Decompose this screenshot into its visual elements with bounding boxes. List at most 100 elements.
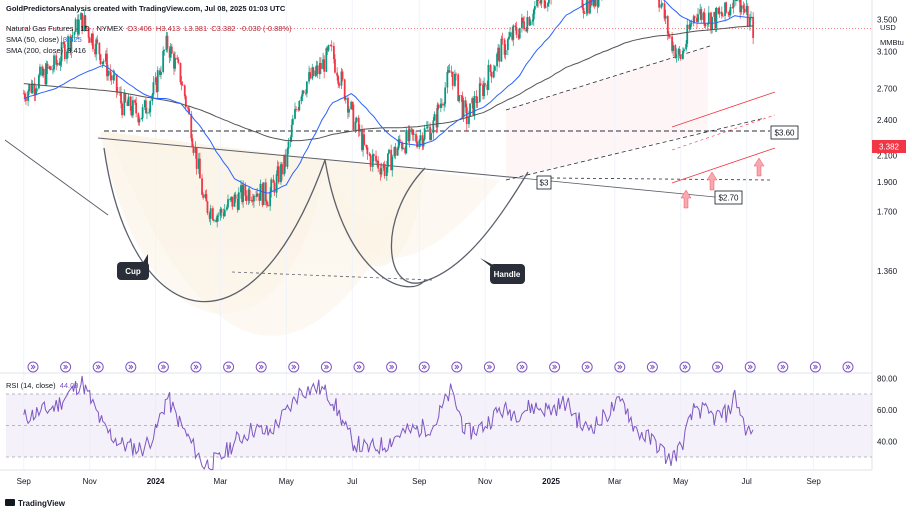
event-marker-icon[interactable]: [516, 361, 528, 373]
event-marker-icon[interactable]: [646, 361, 658, 373]
event-marker-icon[interactable]: [353, 361, 365, 373]
event-marker-icon[interactable]: [712, 361, 724, 373]
candle-body: [348, 109, 350, 113]
rsi-legend[interactable]: RSI (14, close) 44.08: [6, 381, 80, 390]
candle-body: [81, 13, 84, 31]
candle-body: [433, 114, 436, 121]
event-marker-icon[interactable]: [418, 361, 430, 373]
candle-body: [295, 108, 297, 110]
event-marker-icon[interactable]: [157, 361, 169, 373]
channel-lower: [505, 117, 766, 181]
event-marker-icon[interactable]: [255, 361, 267, 373]
event-marker-icon[interactable]: [549, 361, 561, 373]
candle-body: [444, 87, 447, 104]
current-price-tag: 3.382: [872, 140, 906, 153]
candle-body: [73, 31, 76, 35]
grid: [23, 0, 815, 470]
candle-body: [66, 51, 68, 60]
candle-body: [55, 55, 58, 65]
price-tick-label: 3.100: [877, 48, 898, 57]
candle-body: [525, 29, 528, 32]
candle-body: [124, 93, 127, 102]
candle-body: [469, 103, 471, 117]
price-tick-label: 3.500: [877, 15, 898, 24]
event-marker-icon[interactable]: [809, 361, 821, 373]
sma200-legend[interactable]: SMA (200, close) 3.416: [6, 46, 88, 55]
candle-body: [23, 93, 26, 99]
candle-body: [168, 48, 171, 58]
candle-body: [458, 95, 461, 101]
candle-body: [713, 12, 716, 17]
price-tick-label: 1.360: [877, 267, 898, 276]
sma50-legend[interactable]: SMA (50, close) 3.525: [6, 35, 84, 44]
candle-body: [256, 193, 259, 197]
candle-body: [425, 127, 428, 129]
candle-body: [532, 9, 535, 20]
candle-body: [174, 57, 176, 69]
level-360-text: $3.60: [774, 129, 795, 138]
candle-body: [251, 200, 254, 202]
candle-body: [465, 107, 468, 125]
event-marker-icon[interactable]: [842, 361, 854, 373]
event-marker-icon[interactable]: [190, 361, 202, 373]
change-value: -0.030 (-0.88%): [239, 24, 292, 33]
candle-body: [159, 70, 161, 75]
event-marker-icon[interactable]: [320, 361, 332, 373]
candle-body: [429, 126, 431, 141]
candle-body: [672, 45, 675, 51]
event-marker-icon[interactable]: [60, 361, 72, 373]
event-marker-icon[interactable]: [125, 361, 137, 373]
candle-body: [461, 96, 464, 118]
event-marker-icon[interactable]: [483, 361, 495, 373]
event-marker-icon[interactable]: [777, 361, 789, 373]
candle-body: [717, 7, 720, 14]
symbol-label[interactable]: Natural Gas Futures · 1D · NYMEX: [6, 24, 124, 33]
event-marker-icon[interactable]: [581, 361, 593, 373]
candle-body: [674, 45, 677, 58]
candle-body: [259, 183, 262, 201]
candle-body: [265, 201, 268, 205]
event-marker-icon[interactable]: [614, 361, 626, 373]
neckline: [97, 137, 521, 179]
candle-body: [163, 50, 166, 51]
candle-body: [658, 0, 661, 8]
event-marker-icon[interactable]: [744, 361, 756, 373]
event-marker-icon[interactable]: [92, 361, 104, 373]
candle-body: [137, 113, 140, 123]
rsi-bands: [6, 393, 872, 458]
candle-body: [486, 84, 489, 90]
candle-body: [388, 149, 390, 154]
close-value: C3.382: [211, 24, 236, 33]
event-marker-icon[interactable]: [386, 361, 398, 373]
candle-body: [261, 183, 264, 206]
candle-body: [325, 48, 328, 72]
candle-body: [404, 147, 407, 154]
candle-body: [140, 117, 143, 120]
candle-body: [315, 65, 318, 71]
event-marker-icon[interactable]: [27, 361, 39, 373]
candle-body: [419, 135, 422, 141]
candle-body: [59, 61, 62, 66]
candle-body: [446, 71, 449, 88]
candle-body: [121, 103, 124, 116]
event-marker-icon[interactable]: [679, 361, 691, 373]
event-marker-icon[interactable]: [451, 361, 463, 373]
candle-body: [37, 75, 40, 89]
candle-body: [180, 82, 183, 85]
price-axis: 5.0004.5003.9003.5003.1002.7002.4002.100…: [877, 15, 898, 276]
event-marker-icon[interactable]: [288, 361, 300, 373]
open-value: O3.406: [127, 24, 152, 33]
candle-body: [311, 67, 314, 79]
candle-body: [95, 39, 98, 55]
candle-body: [60, 42, 63, 62]
candle-body: [154, 77, 157, 83]
candle-body: [447, 70, 450, 72]
candle-body: [543, 0, 546, 8]
candle-body: [229, 198, 232, 200]
candle-body: [483, 83, 485, 97]
event-marker-icon[interactable]: [223, 361, 235, 373]
candle-body: [539, 0, 542, 4]
candle-body: [423, 128, 426, 140]
candle-body: [223, 209, 226, 217]
